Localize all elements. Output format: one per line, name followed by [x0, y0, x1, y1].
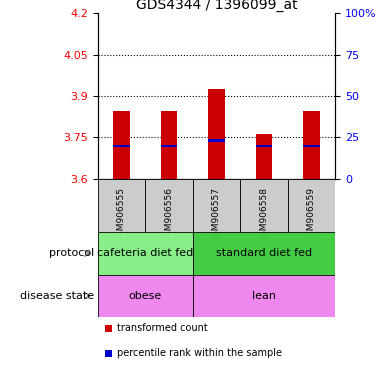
Bar	[113, 111, 130, 179]
FancyBboxPatch shape	[288, 179, 335, 232]
Text: GSM906555: GSM906555	[117, 187, 126, 242]
Bar	[160, 145, 177, 147]
Bar	[98, 232, 193, 275]
Bar	[98, 275, 193, 317]
Title: GDS4344 / 1396099_at: GDS4344 / 1396099_at	[136, 0, 297, 12]
FancyBboxPatch shape	[193, 179, 240, 232]
Bar	[208, 139, 225, 142]
Bar	[160, 111, 177, 179]
Text: GSM906559: GSM906559	[307, 187, 316, 242]
Text: GSM906557: GSM906557	[212, 187, 221, 242]
Bar	[105, 350, 112, 357]
Bar	[303, 111, 320, 179]
Text: standard diet fed: standard diet fed	[216, 248, 312, 258]
FancyBboxPatch shape	[145, 179, 193, 232]
Text: cafeteria diet fed: cafeteria diet fed	[97, 248, 193, 258]
Text: GSM906558: GSM906558	[259, 187, 268, 242]
Text: disease state: disease state	[20, 291, 94, 301]
Bar	[113, 145, 130, 147]
Text: transformed count: transformed count	[117, 323, 208, 333]
Bar	[208, 89, 225, 179]
Bar	[303, 145, 320, 147]
Bar	[105, 325, 112, 332]
Bar	[193, 275, 359, 317]
Text: GSM906556: GSM906556	[164, 187, 173, 242]
Text: lean: lean	[252, 291, 276, 301]
Text: protocol: protocol	[49, 248, 94, 258]
FancyBboxPatch shape	[240, 179, 288, 232]
Bar	[255, 134, 272, 179]
Bar	[193, 232, 359, 275]
FancyBboxPatch shape	[98, 179, 145, 232]
Text: obese: obese	[129, 291, 162, 301]
Text: percentile rank within the sample: percentile rank within the sample	[117, 348, 282, 358]
Bar	[255, 145, 272, 147]
